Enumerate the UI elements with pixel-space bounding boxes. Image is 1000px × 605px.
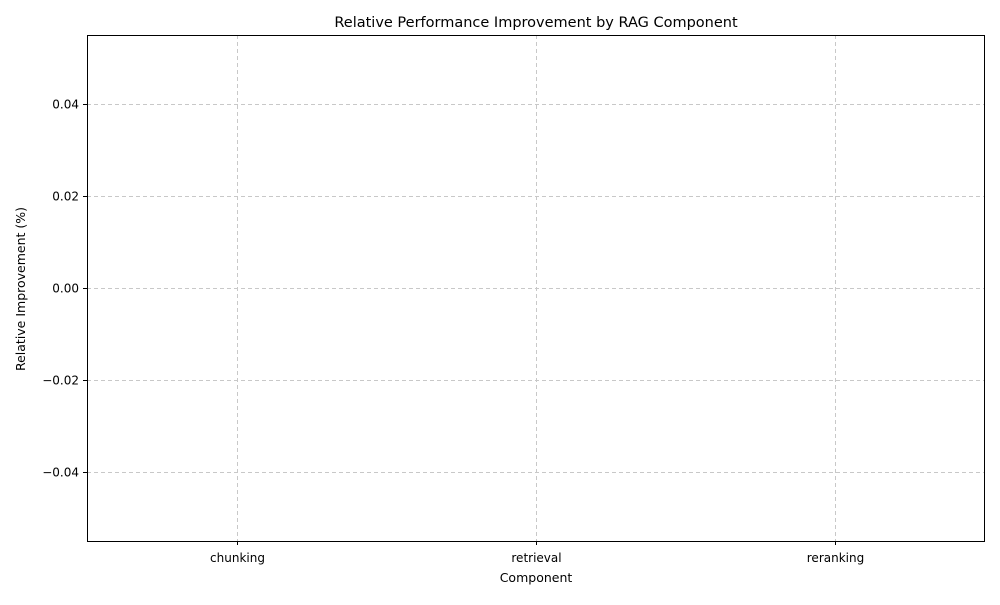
- x-axis-label: Component: [500, 570, 573, 585]
- y-axis-label: Relative Improvement (%): [13, 207, 28, 371]
- x-tick-label: retrieval: [511, 551, 561, 565]
- y-tick-label: 0.00: [52, 282, 79, 296]
- chart-title: Relative Performance Improvement by RAG …: [334, 15, 738, 31]
- y-tick-label: 0.02: [52, 190, 79, 204]
- y-tick-label: −0.02: [42, 374, 79, 388]
- y-tick-label: 0.04: [52, 98, 79, 112]
- x-tick-label: reranking: [807, 551, 864, 565]
- x-tick-label: chunking: [210, 551, 265, 565]
- grid-layer: [87, 35, 984, 541]
- y-tick-label: −0.04: [42, 466, 79, 480]
- x-axis: chunking retrieval reranking: [210, 541, 864, 565]
- y-axis: 0.04 0.02 0.00 −0.02 −0.04: [42, 98, 87, 480]
